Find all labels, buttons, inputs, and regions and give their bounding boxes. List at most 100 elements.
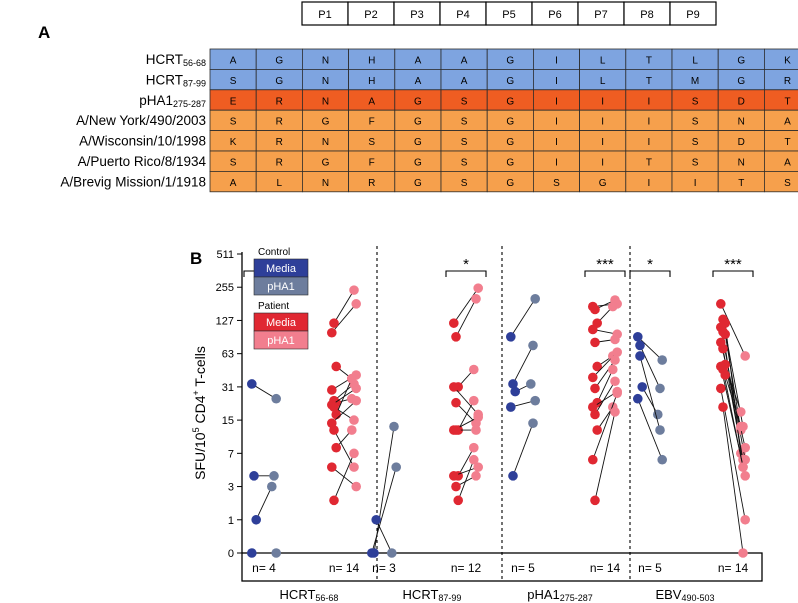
control-pair-line xyxy=(512,345,534,385)
group-label: EBV490-503 xyxy=(655,587,714,603)
legend-control-media-label: Media xyxy=(266,263,297,275)
control-pair-line xyxy=(510,298,536,338)
residue-text: R xyxy=(784,76,791,87)
control-media-point xyxy=(251,514,261,525)
control-media-point xyxy=(247,548,257,558)
y-tick-label: 7 xyxy=(228,448,234,460)
group-label: pHA1275-287 xyxy=(527,587,593,603)
residue-text: D xyxy=(738,137,745,148)
sequence-cell xyxy=(764,89,798,111)
residue-text: G xyxy=(506,76,514,87)
patient-pha1-point xyxy=(473,412,484,423)
residue-text: I xyxy=(555,117,558,128)
y-tick-label: 1 xyxy=(228,515,234,527)
patient-pair-line xyxy=(457,447,475,477)
residue-text: A xyxy=(461,56,468,67)
control-pha1-point xyxy=(530,294,540,304)
patient-pair-line xyxy=(453,287,479,324)
residue-text: R xyxy=(276,117,283,128)
control-media-point xyxy=(506,331,516,342)
control-media-point xyxy=(506,402,516,412)
patient-media-point xyxy=(451,397,461,408)
position-label-p3: P3 xyxy=(410,9,423,21)
residue-text: F xyxy=(369,117,375,128)
control-media-point xyxy=(247,379,257,389)
data-marks: ********* xyxy=(243,256,754,558)
residue-text: L xyxy=(600,76,606,87)
patient-media-point xyxy=(718,402,728,412)
group-label: HCRT56-68 xyxy=(280,587,339,603)
residue-text: I xyxy=(648,178,651,189)
panel-b-label: B xyxy=(190,249,202,268)
sequence-label: A/Brevig Mission/1/1918 xyxy=(60,174,206,189)
patient-media-point xyxy=(451,331,461,342)
control-media-point xyxy=(369,548,379,558)
patient-pair-line xyxy=(333,289,355,324)
patient-pair-line xyxy=(724,374,742,427)
control-pha1-point xyxy=(389,421,399,432)
residue-text: T xyxy=(784,96,790,107)
control-pha1-point xyxy=(387,548,397,558)
residue-text: I xyxy=(601,96,604,107)
patient-media-point xyxy=(720,370,730,380)
control-media-point xyxy=(637,382,647,392)
residue-text: S xyxy=(230,117,237,128)
patient-pair-line xyxy=(594,381,616,415)
patient-media-point xyxy=(329,318,339,328)
patient-pha1-point xyxy=(349,462,359,472)
patient-pha1-point xyxy=(469,395,479,406)
patient-media-point xyxy=(592,361,602,372)
patient-significance-label: *** xyxy=(596,256,614,273)
control-media-point xyxy=(508,379,518,389)
control-pha1-point xyxy=(530,395,540,406)
patient-media-point xyxy=(590,409,600,420)
patient-media-point xyxy=(327,385,337,395)
residue-text: G xyxy=(506,137,514,148)
residue-text: S xyxy=(692,158,699,169)
position-label-p9: P9 xyxy=(686,9,699,21)
patient-pha1-point xyxy=(610,407,620,417)
legend-patient-media-label: Media xyxy=(266,317,297,329)
sequence-labels: HCRT56-68 HCRT87-99 pHA1275-287 A/New York/… xyxy=(60,52,206,189)
residue-text: S xyxy=(692,96,699,107)
patient-media-point xyxy=(592,425,602,435)
residue-text: S xyxy=(553,178,560,189)
residue-text: G xyxy=(737,56,745,67)
residue-text: I xyxy=(648,117,651,128)
control-pha1-point xyxy=(655,425,665,435)
residue-text: S xyxy=(784,178,791,189)
residue-text: I xyxy=(694,178,697,189)
y-tick-label: 15 xyxy=(222,415,234,427)
patient-pha1-point xyxy=(740,351,750,361)
patient-media-point xyxy=(720,329,730,340)
patient-pha1-point xyxy=(351,299,362,309)
panel-b-chart: B SFU/105 CD4+ T-cells 0 1 3 7 15 31 63 127 255 5… xyxy=(190,246,763,603)
sequence-cell xyxy=(764,69,798,91)
residue-text: I xyxy=(555,158,558,169)
patient-pair-line xyxy=(335,378,353,415)
residue-text: A xyxy=(461,76,468,87)
patient-pha1-point xyxy=(610,376,620,387)
control-n-label: n= 3 xyxy=(372,561,396,575)
residue-text: I xyxy=(648,96,651,107)
y-axis-label: SFU/105 CD4+ T-cells xyxy=(191,346,208,480)
residue-text: A xyxy=(230,56,237,67)
legend-control-title: Control xyxy=(258,247,290,258)
control-pha1-point xyxy=(269,471,279,481)
residue-text: I xyxy=(555,76,558,87)
patient-pair-line xyxy=(594,411,616,501)
residue-text: N xyxy=(322,56,329,67)
residue-text: G xyxy=(414,178,422,189)
residue-text: I xyxy=(555,96,558,107)
control-significance-label: * xyxy=(647,256,653,273)
patient-pair-line xyxy=(722,407,744,554)
residue-text: A xyxy=(784,117,791,128)
control-media-point xyxy=(510,386,520,397)
patient-media-point xyxy=(329,425,339,435)
residue-text: N xyxy=(322,76,329,87)
patient-significance-label: * xyxy=(463,256,469,273)
patient-pha1-point xyxy=(469,442,479,453)
patient-pha1-point xyxy=(740,442,750,453)
sequence-cell xyxy=(764,109,798,131)
